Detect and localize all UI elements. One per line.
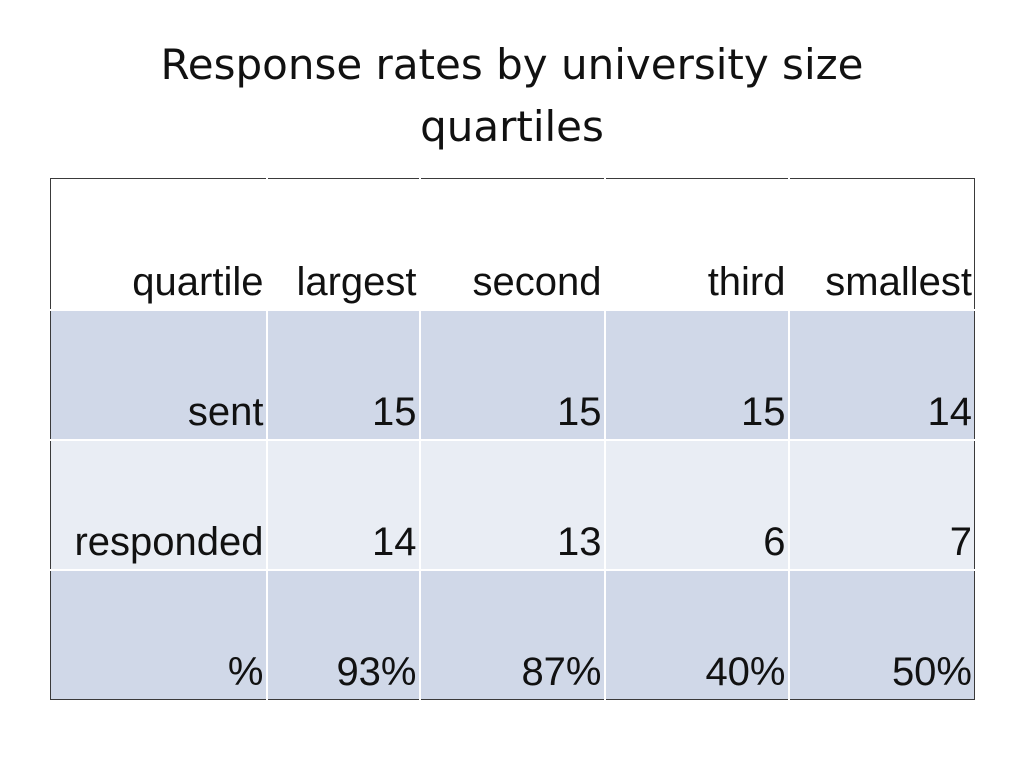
header-cell-third: third <box>604 178 790 310</box>
header-cell-second: second <box>419 178 606 310</box>
table-header-row: quartile largest second third smallest <box>50 178 975 310</box>
table-row-percent: % 93% 87% 40% 50% <box>50 569 975 700</box>
table-cell: 15 <box>604 309 790 440</box>
table-cell: 50% <box>788 569 975 700</box>
table-cell: 7 <box>788 439 975 570</box>
table-cell: 14 <box>788 309 975 440</box>
header-cell-smallest: smallest <box>788 178 975 310</box>
table-row-sent: sent 15 15 15 14 <box>50 309 975 440</box>
response-rates-table: quartile largest second third smallest s… <box>50 178 975 700</box>
table-cell: 13 <box>419 439 606 570</box>
slide-title-line-2: quartiles <box>420 102 604 151</box>
row-label-responded: responded <box>50 439 268 570</box>
table-cell: 15 <box>266 309 421 440</box>
table-cell: 6 <box>604 439 790 570</box>
row-label-percent: % <box>50 569 268 700</box>
table-cell: 15 <box>419 309 606 440</box>
slide-title-line-1: Response rates by university size <box>160 40 864 89</box>
table-row-responded: responded 14 13 6 7 <box>50 439 975 570</box>
row-label-sent: sent <box>50 309 268 440</box>
table-cell: 87% <box>419 569 606 700</box>
header-cell-quartile: quartile <box>50 178 268 310</box>
table-cell: 14 <box>266 439 421 570</box>
slide-title: Response rates by university size quarti… <box>100 34 924 158</box>
table-cell: 93% <box>266 569 421 700</box>
header-cell-largest: largest <box>266 178 421 310</box>
table-cell: 40% <box>604 569 790 700</box>
